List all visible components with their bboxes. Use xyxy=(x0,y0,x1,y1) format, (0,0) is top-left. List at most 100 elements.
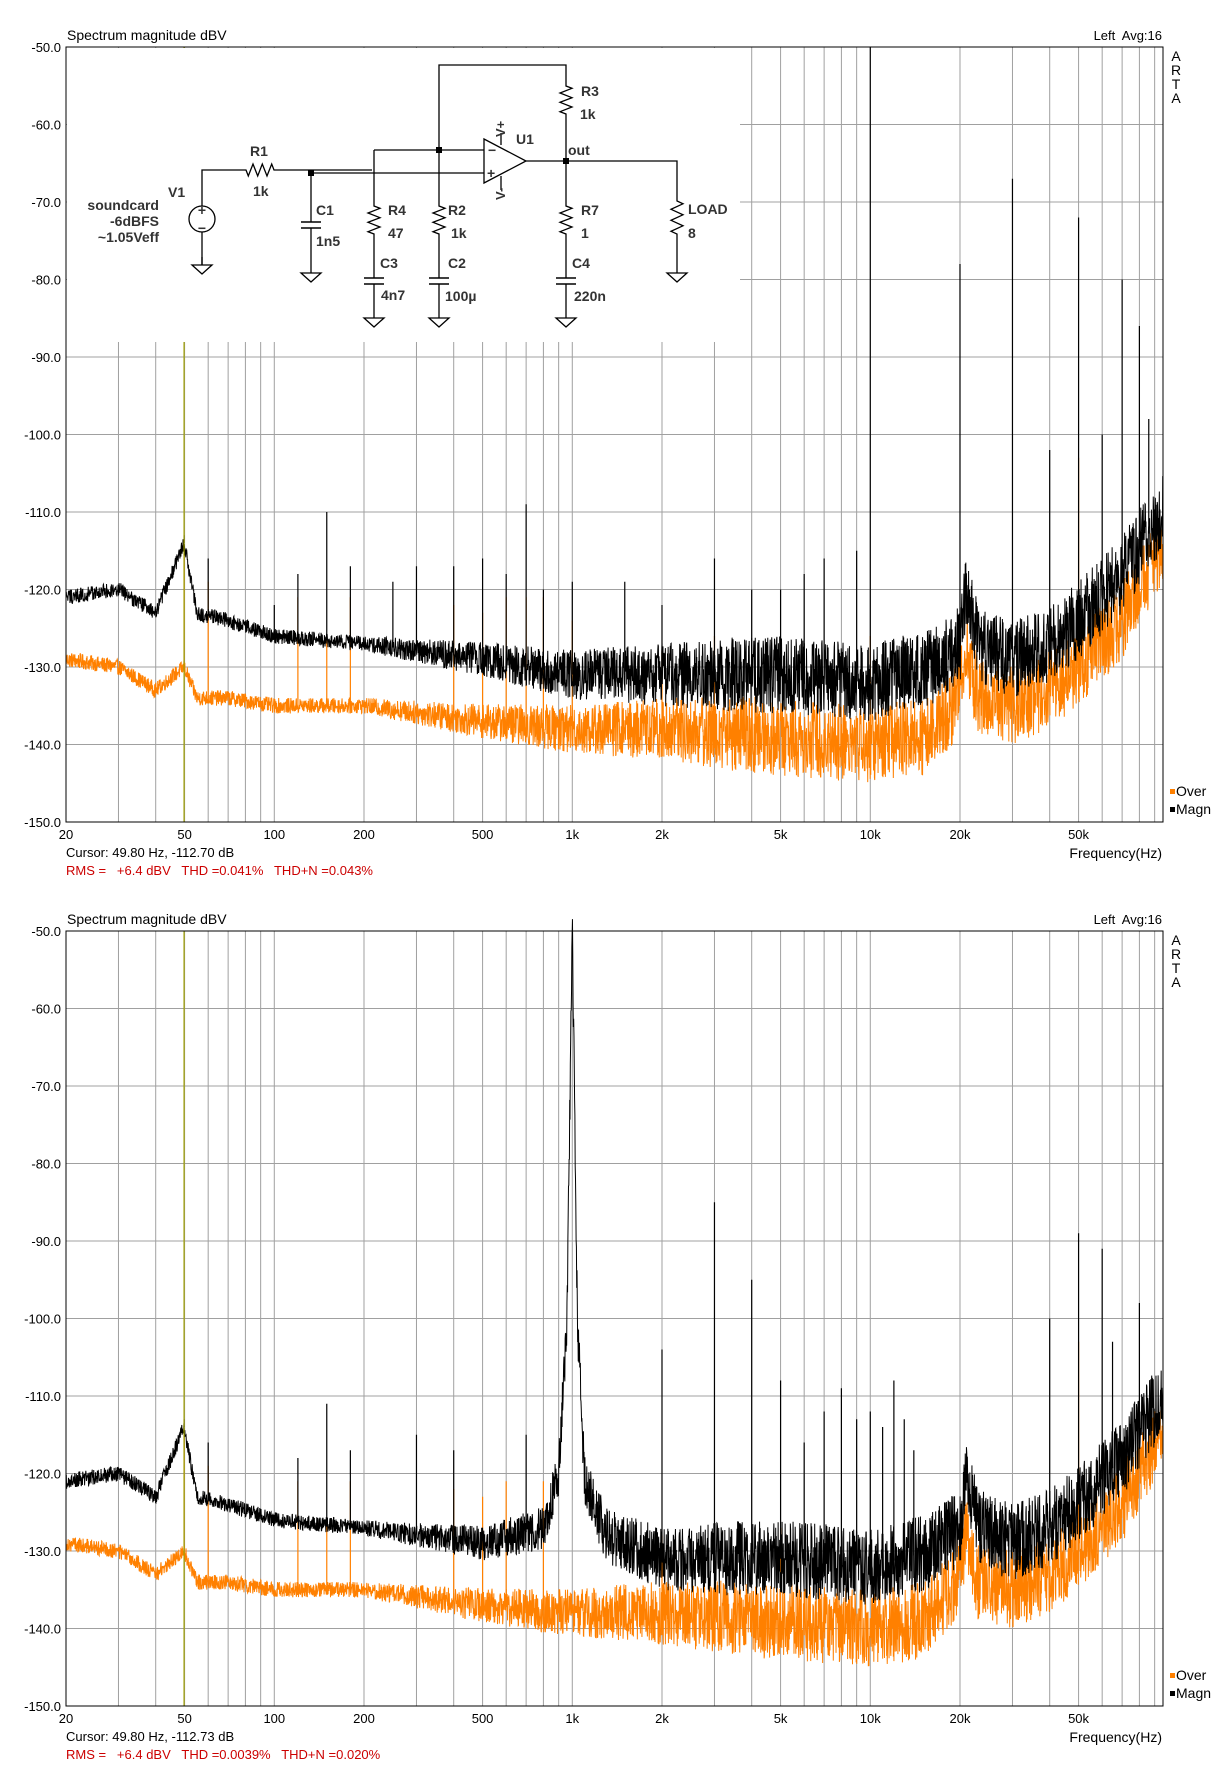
plot-frame xyxy=(65,46,1164,823)
legend-swatch-over xyxy=(1170,789,1175,794)
legend-swatch-magn xyxy=(1170,1691,1175,1696)
brand-letter: A xyxy=(1171,90,1181,106)
x-tick-label: 50 xyxy=(177,1711,191,1726)
opamp-inverting: − xyxy=(488,142,496,158)
x-tick-label: 50k xyxy=(1068,827,1089,842)
ground-symbol xyxy=(362,317,386,328)
resistor-symbol xyxy=(366,200,382,240)
label-source-0: soundcard xyxy=(87,197,159,213)
label-C4-value: 220n xyxy=(574,288,606,304)
y-tick-label: -120.0 xyxy=(24,583,61,598)
wire xyxy=(438,64,567,150)
legend-swatch-over xyxy=(1170,1673,1175,1678)
y-tick-label: -100.0 xyxy=(24,1312,61,1327)
schematic-background-lower xyxy=(67,294,741,342)
schematic-background xyxy=(67,48,740,340)
ground-symbol xyxy=(665,272,689,283)
x-tick-label: 200 xyxy=(353,827,375,842)
legend-label-magn: Magn xyxy=(1176,801,1211,817)
x-tick-label: 1k xyxy=(565,827,579,842)
y-tick-label: -100.0 xyxy=(24,428,61,443)
label-source-1: -6dBFS xyxy=(110,213,159,229)
x-tick-label: 20 xyxy=(59,827,73,842)
label-R3-value: 1k xyxy=(580,106,596,122)
y-tick-label: -150.0 xyxy=(24,815,61,830)
legend-label-magn: Magn xyxy=(1176,1685,1211,1701)
x-tick-label: 2k xyxy=(655,1711,669,1726)
x-tick-label: 10k xyxy=(860,827,881,842)
label-out: out xyxy=(568,142,590,158)
x-tick-label: 5k xyxy=(774,827,788,842)
label-Vplus: V+ xyxy=(493,120,508,137)
x-tick-label: 500 xyxy=(472,827,494,842)
x-tick-label: 1k xyxy=(565,1711,579,1726)
label-R4: R4 xyxy=(388,202,406,218)
y-tick-label: -140.0 xyxy=(24,738,61,753)
label-R2: R2 xyxy=(448,202,466,218)
x-tick-label: 2k xyxy=(655,827,669,842)
wire xyxy=(526,160,678,195)
brand-letter: A xyxy=(1171,932,1181,948)
resistor-symbol xyxy=(669,195,685,240)
y-tick-label: -60.0 xyxy=(31,118,61,133)
resistor-symbol xyxy=(558,80,574,120)
label-R2-value: 1k xyxy=(451,225,467,241)
stats-readout: RMS = +6.4 dBV THD =0.041% THD+N =0.043% xyxy=(66,863,373,878)
label-LOAD-value: 8 xyxy=(688,225,696,241)
wire xyxy=(201,169,240,206)
legend-label-over: Over xyxy=(1176,1667,1207,1683)
y-tick-label: -90.0 xyxy=(31,1234,61,1249)
label-LOAD: LOAD xyxy=(688,201,728,217)
label-C4: C4 xyxy=(572,255,590,271)
x-tick-label: 20k xyxy=(950,827,971,842)
brand-letter: A xyxy=(1171,974,1181,990)
label-C3-value: 4n7 xyxy=(381,287,405,303)
series-line-over xyxy=(65,522,1164,783)
opamp-noninverting: + xyxy=(487,165,495,181)
opamp-symbol xyxy=(483,137,528,185)
x-tick-label: 20k xyxy=(950,1711,971,1726)
resistor-symbol xyxy=(558,200,574,240)
ground-symbol xyxy=(299,272,323,283)
series-group xyxy=(65,919,1164,1667)
y-tick-label: -50.0 xyxy=(31,40,61,55)
brand-letter: T xyxy=(1172,960,1181,976)
label-R4-value: 47 xyxy=(388,225,404,241)
x-tick-label: 100 xyxy=(263,827,285,842)
channel-info: Left Avg:16 xyxy=(1094,912,1162,927)
y-tick-label: -70.0 xyxy=(31,195,61,210)
spectrum-chart-top: -50.0 -60.0 -70.0 -80.0 -90.0 -100.0 -110.0 -12… xyxy=(24,27,1211,878)
y-tick-label: -130.0 xyxy=(24,660,61,675)
brand-letter: R xyxy=(1171,62,1181,78)
chart-title: Spectrum magnitude dBV xyxy=(67,27,227,43)
brand-letter: R xyxy=(1171,946,1181,962)
brand-letter: T xyxy=(1172,76,1181,92)
ground-symbol xyxy=(427,317,451,328)
resistor-symbol xyxy=(431,200,447,240)
label-V1: V1 xyxy=(168,184,185,200)
y-tick-label: -70.0 xyxy=(31,1079,61,1094)
source-plus: + xyxy=(198,202,206,218)
label-R7-value: 1 xyxy=(581,225,589,241)
y-tick-label: -50.0 xyxy=(31,924,61,939)
label-R7: R7 xyxy=(581,202,599,218)
chart-title: Spectrum magnitude dBV xyxy=(67,911,227,927)
spectrum-chart-bottom: -50.0 -60.0 -70.0 -80.0 -90.0 -100.0 -110.0 -12… xyxy=(24,911,1211,1762)
brand-letter: A xyxy=(1171,48,1181,64)
label-C3: C3 xyxy=(380,255,398,271)
source-minus: − xyxy=(198,220,206,236)
y-tick-label: -80.0 xyxy=(31,1157,61,1172)
label-C1: C1 xyxy=(316,202,334,218)
resistor-symbol xyxy=(240,162,280,178)
x-tick-label: 20 xyxy=(59,1711,73,1726)
series-line-over xyxy=(65,1410,1164,1667)
y-tick-label: -120.0 xyxy=(24,1467,61,1482)
label-Vminus: V- xyxy=(493,188,508,200)
x-tick-label: 5k xyxy=(774,1711,788,1726)
label-R3: R3 xyxy=(581,83,599,99)
x-tick-label: 500 xyxy=(472,1711,494,1726)
x-tick-label: 50 xyxy=(177,827,191,842)
x-axis-label: Frequency(Hz) xyxy=(1069,1729,1162,1745)
label-C2: C2 xyxy=(448,255,466,271)
